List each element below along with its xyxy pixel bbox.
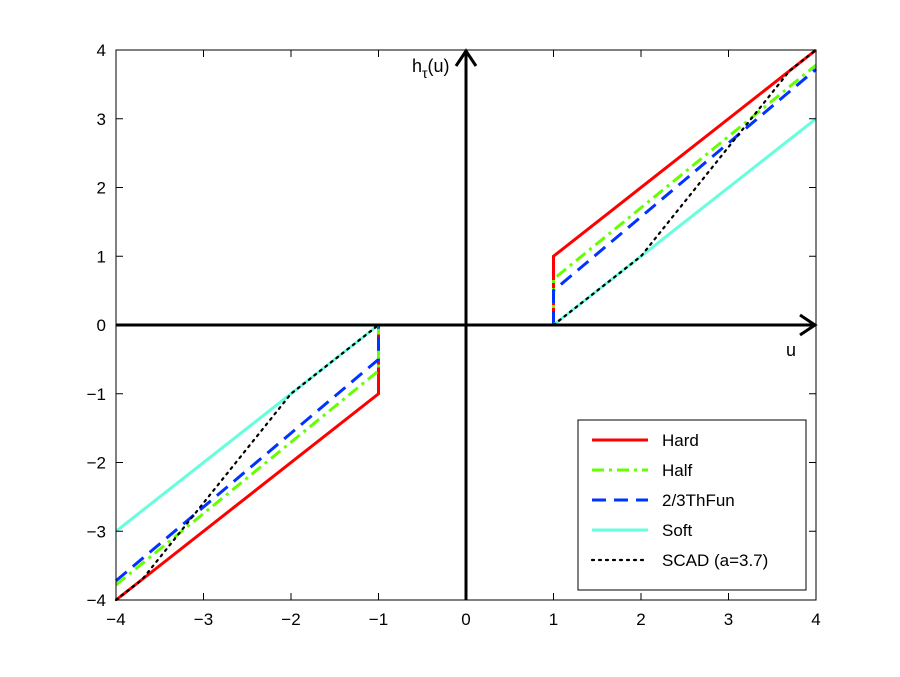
y-tick-label: −1	[87, 385, 106, 404]
series-scad-a-3-7-segment-2	[552, 48, 818, 327]
x-tick-label: −1	[369, 610, 388, 629]
x-tick-label: 4	[811, 610, 820, 629]
series-2-3thfun-segment-1	[115, 325, 380, 582]
x-tick-label: 3	[724, 610, 733, 629]
x-tick-label: −3	[194, 610, 213, 629]
y-tick-label: 3	[97, 110, 106, 129]
y-tick-label: −4	[87, 591, 106, 610]
legend-box	[577, 419, 807, 591]
y-tick-label: 4	[97, 41, 106, 60]
legend-label-half: Half	[662, 461, 693, 480]
legend: Hard Half 2/3ThFun Soft SCAD (a=3.7)	[577, 419, 807, 591]
tick-labels: −4 −3 −2 −1 0 1 2 3 4 −4 −3 −2 −1 0 1 2 3 4	[87, 41, 821, 629]
legend-label-hard: Hard	[662, 431, 699, 450]
y-tick-label: 1	[97, 247, 106, 266]
y-axis-label-main: h	[412, 56, 422, 76]
x-tick-label: 2	[636, 610, 645, 629]
tick-marks	[115, 49, 817, 601]
series-curves	[114, 48, 818, 602]
legend-label-scad-a-3-7: SCAD (a=3.7)	[662, 551, 768, 570]
legend-label-2-3thfun: 2/3ThFun	[662, 491, 735, 510]
series-2-3thfun-segment-2	[552, 68, 817, 325]
y-tick-label: −2	[87, 454, 106, 473]
x-tick-label: 1	[549, 610, 558, 629]
x-axis-label: u	[786, 340, 796, 360]
y-tick-label: 0	[97, 316, 106, 335]
y-tick-label: −3	[87, 522, 106, 541]
legend-label-soft: Soft	[662, 521, 693, 540]
y-tick-label: 2	[97, 179, 106, 198]
x-tick-label: −4	[106, 610, 125, 629]
series-soft-segment-1	[115, 323, 380, 533]
x-tick-label: 0	[461, 610, 470, 629]
series-scad-a-3-7-segment-1	[114, 323, 380, 602]
y-axis-label: hτ(u)	[412, 56, 450, 81]
y-axis-label-subscript: τ	[422, 65, 428, 81]
x-tick-label: −2	[281, 610, 300, 629]
y-axis-label-tail: (u)	[428, 56, 450, 76]
